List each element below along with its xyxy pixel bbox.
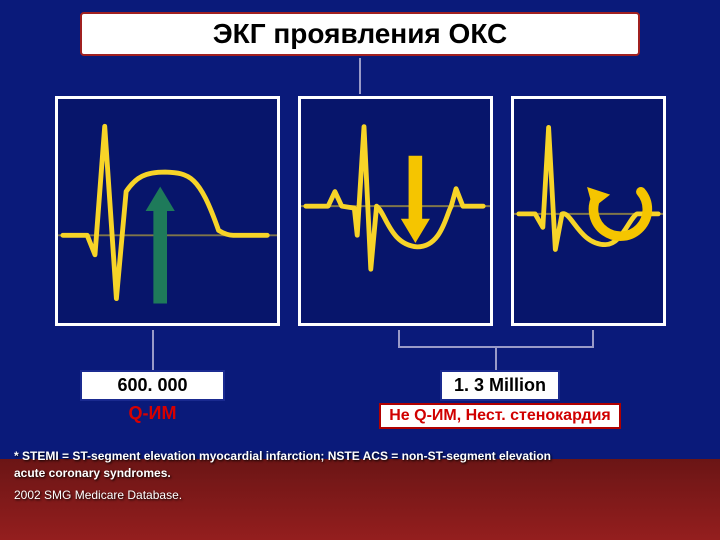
ecg-trace-2 [301,99,490,323]
ecg-trace-3 [514,99,663,323]
ecg-panel-1 [55,96,280,326]
slide-title: ЭКГ проявления ОКС [80,12,640,56]
stat-left: 600. 000 [80,370,225,401]
label-right: 1. 3 Million Не Q-ИМ, Нест. стенокардия [360,370,640,429]
ecg-trace-1 [58,99,277,323]
connector-right-v [495,348,497,370]
connector-left [152,330,154,370]
class-right: Не Q-ИМ, Нест. стенокардия [379,403,621,429]
down-arrow-icon [400,156,429,243]
stat-right: 1. 3 Million [440,370,560,401]
ecg-row [40,96,680,331]
source-text: 2002 SMG Medicare Database. [14,488,182,502]
connector-vert-top [359,58,361,94]
class-left: Q-ИМ [80,403,225,424]
connector-right-2 [592,330,594,346]
up-arrow-icon [145,187,174,304]
ecg-panel-3 [511,96,666,326]
footnote-text: * STEMI = ST-segment elevation myocardia… [14,448,551,482]
ecg-panel-2 [298,96,493,326]
label-left: 600. 000 Q-ИМ [80,370,225,424]
connector-right-1 [398,330,400,346]
